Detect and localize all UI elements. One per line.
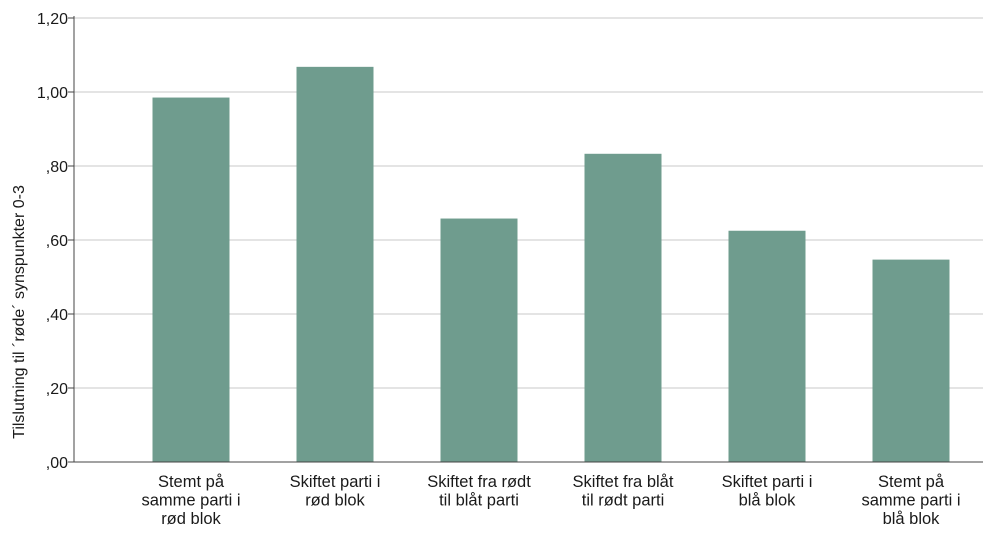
x-category-label-line: samme parti i	[141, 492, 240, 510]
y-tick-label: ,40	[46, 307, 68, 324]
x-category-label-line: Skiftet fra blåt	[573, 473, 674, 491]
x-category-label-line: samme parti i	[861, 492, 960, 510]
bars	[152, 66, 950, 463]
bar	[440, 218, 518, 462]
x-category-label-line: Stemt på	[878, 473, 945, 491]
x-category-label-line: Stemt på	[158, 473, 225, 491]
y-tick-label: ,60	[46, 233, 68, 250]
y-tick-label: 1,00	[37, 85, 68, 102]
y-tick-label: 1,20	[37, 11, 68, 28]
x-category-label: Stemt på samme parti i rød blok	[141, 473, 240, 528]
bar	[872, 259, 950, 462]
bar	[728, 230, 806, 462]
x-category-label: Skiftet parti i rød blok	[290, 473, 381, 510]
bar	[296, 66, 374, 462]
axes	[68, 16, 983, 463]
x-category-label-line: rød blok	[305, 492, 365, 510]
y-tick-label: ,80	[46, 159, 68, 176]
y-tick-label: ,00	[46, 455, 68, 472]
x-category-label-line: til blåt parti	[439, 492, 519, 510]
x-category-label-line: Skiftet parti i	[722, 473, 813, 491]
bar	[584, 153, 662, 463]
x-category-label: Skiftet fra blåt til rødt parti	[573, 473, 674, 510]
x-category-label-line: Skiftet parti i	[290, 473, 381, 491]
x-category-label-line: blå blok	[739, 492, 797, 510]
y-tick-label: ,20	[46, 381, 68, 398]
x-category-label-line: til rødt parti	[582, 492, 665, 510]
y-axis-title: Tilslutning til ´røde´ synspunkter 0-3	[11, 185, 28, 439]
x-category-label: Skiftet fra rødt til blåt parti	[427, 473, 531, 510]
x-category-label-line: Skiftet fra rødt	[427, 473, 531, 491]
bar	[152, 97, 230, 463]
x-category-label: Skiftet parti i blå blok	[722, 473, 813, 510]
x-category-label-line: blå blok	[883, 510, 941, 528]
y-tick-labels: ,00 ,20 ,40 ,60 ,80 1,00 1,20	[37, 11, 68, 472]
x-category-label: Stemt på samme parti i blå blok	[861, 473, 960, 528]
x-category-label-line: rød blok	[161, 510, 221, 528]
